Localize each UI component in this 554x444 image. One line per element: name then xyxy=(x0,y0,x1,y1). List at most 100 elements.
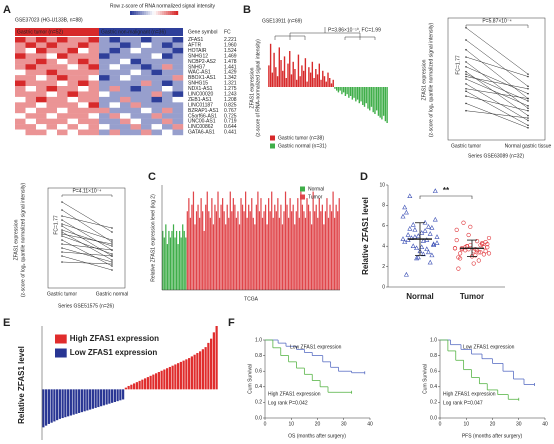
fold-change: 1.275 xyxy=(224,86,237,92)
bar xyxy=(160,370,163,390)
y-tick-label: 6 xyxy=(382,223,385,229)
x-tick-label: 30 xyxy=(341,421,347,427)
bar xyxy=(335,204,337,290)
bar xyxy=(351,87,354,100)
heatmap-cell xyxy=(109,69,121,76)
bar xyxy=(89,389,92,410)
heatmap-cell xyxy=(172,80,184,87)
pair-line xyxy=(465,56,529,77)
bar xyxy=(58,389,61,419)
data-point xyxy=(486,235,492,241)
bar xyxy=(260,198,262,290)
x-tick-label: 20 xyxy=(315,421,321,427)
fold-change: 0.767 xyxy=(224,108,237,114)
pair-point xyxy=(465,75,467,78)
pair-point xyxy=(465,95,467,97)
heatmap-cell xyxy=(67,102,79,108)
bar xyxy=(220,204,222,290)
bar xyxy=(45,389,48,426)
pair-point xyxy=(61,219,63,221)
heatmap-cell xyxy=(78,86,89,92)
heatmap-cell xyxy=(67,113,79,119)
pair-point xyxy=(111,261,113,263)
heatmap-cell xyxy=(109,53,121,59)
data-point xyxy=(422,228,428,233)
bar xyxy=(127,385,130,390)
bar xyxy=(356,87,359,100)
heatmap-cell xyxy=(78,107,89,114)
heatmap-cell xyxy=(78,75,89,81)
heatmap-cell xyxy=(25,37,37,43)
data-point xyxy=(432,216,438,222)
gene-symbol: BZRAP1-AS1 xyxy=(188,108,219,114)
bar xyxy=(225,224,227,290)
data-point xyxy=(429,252,435,258)
heatmap-cell xyxy=(36,129,47,136)
heatmap-cell xyxy=(78,124,89,130)
heatmap-cell xyxy=(99,69,110,76)
bar xyxy=(300,191,302,290)
heatmap-cell xyxy=(78,42,89,49)
bar xyxy=(374,87,376,114)
pair-line xyxy=(465,88,529,99)
heatmap-cell xyxy=(172,129,184,136)
bar xyxy=(168,230,170,290)
heatmap-cell xyxy=(99,80,110,87)
gene-symbol: LINC00020 xyxy=(188,91,214,97)
bar xyxy=(47,389,50,424)
x-tick-label: 0 xyxy=(264,421,267,427)
heatmap-cell xyxy=(162,37,173,43)
pair-line xyxy=(61,215,113,229)
colorbar-swatch xyxy=(130,11,133,15)
bar xyxy=(278,47,280,87)
data-point xyxy=(427,231,433,236)
bar xyxy=(338,198,340,290)
bar xyxy=(284,191,287,290)
heatmap-cell xyxy=(36,86,47,92)
heatmap-cell xyxy=(109,113,121,119)
data-point xyxy=(486,251,492,256)
heatmap-cell xyxy=(78,102,89,108)
heatmap-cell xyxy=(78,47,89,54)
heatmap-cell xyxy=(88,107,100,114)
data-point xyxy=(466,247,471,252)
pair-point xyxy=(527,85,529,88)
bar xyxy=(206,191,208,290)
data-point xyxy=(458,256,463,261)
bar xyxy=(382,87,385,116)
heatmap-cell xyxy=(162,80,173,87)
bar xyxy=(275,211,277,290)
y-tick-label: 10 xyxy=(379,182,385,188)
bar xyxy=(203,230,205,290)
legend-label: Gastric tumor (n=38) xyxy=(278,135,324,141)
heatmap-cell xyxy=(109,86,121,92)
bar xyxy=(301,65,303,87)
ylabel: (z-score of log₂ quantile normalized sig… xyxy=(20,183,26,298)
pair-point xyxy=(61,243,63,245)
heatmap-cell xyxy=(120,91,131,98)
heatmap-cell xyxy=(151,102,163,108)
heatmap-cell xyxy=(120,86,131,92)
heatmap-cell xyxy=(15,118,26,125)
bar xyxy=(138,380,141,390)
heatmap-cell xyxy=(67,91,79,98)
heatmap-cell xyxy=(130,124,142,130)
pair-line xyxy=(465,76,529,90)
pair-point xyxy=(527,92,529,95)
fold-change: 1.469 xyxy=(224,53,237,59)
p-bracket xyxy=(465,24,529,28)
heatmap-cell xyxy=(25,107,37,114)
heatmap-cell xyxy=(172,58,184,65)
group-label: Gastric tumor (n=52) xyxy=(17,29,63,35)
xlabel: Series GSE51575 (n=26) xyxy=(58,303,114,309)
heatmap-cell xyxy=(88,64,100,70)
panel: F xyxy=(228,317,235,329)
heatmap-cell xyxy=(172,69,184,76)
pair-point xyxy=(465,109,467,112)
y-tick-label: 8 xyxy=(382,203,385,209)
heatmap-cell xyxy=(88,42,100,49)
colorbar-swatch xyxy=(168,11,171,15)
pair-point xyxy=(61,233,63,235)
data-point xyxy=(402,204,408,210)
